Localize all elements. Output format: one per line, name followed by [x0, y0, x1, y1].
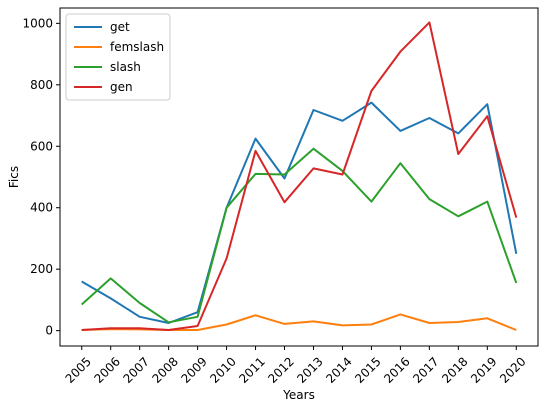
- x-tick-label: 2020: [497, 354, 528, 385]
- x-tick-label: 2018: [439, 354, 470, 385]
- y-axis-label: Fics: [7, 166, 21, 188]
- y-tick-label: 800: [30, 78, 53, 92]
- x-tick-label: 2016: [381, 354, 412, 385]
- x-tick-label: 2010: [207, 354, 238, 385]
- plot-lines: [81, 21, 518, 331]
- y-tick-label: 400: [30, 201, 53, 215]
- legend: get femslash slash gen: [65, 13, 171, 101]
- y-tick-label: 200: [30, 262, 53, 276]
- series-line-gen: [81, 21, 518, 331]
- x-tick-label: 2017: [410, 354, 441, 385]
- x-axis: 2005200620072008200920102011201220132014…: [63, 346, 529, 386]
- x-tick-label: 2014: [323, 354, 354, 385]
- series-line-get: [81, 101, 518, 324]
- x-tick-label: 2005: [63, 354, 94, 385]
- x-tick-label: 2008: [149, 354, 180, 385]
- legend-label-gen: gen: [110, 80, 133, 94]
- y-tick-label: 1000: [22, 16, 53, 30]
- x-tick-label: 2011: [236, 354, 267, 385]
- x-tick-label: 2012: [265, 354, 296, 385]
- plot-frame: [59, 7, 539, 347]
- legend-label-get: get: [110, 20, 130, 34]
- x-tick-label: 2006: [92, 354, 123, 385]
- y-tick-label: 0: [45, 324, 53, 338]
- legend-box: [65, 13, 171, 101]
- x-axis-label: Years: [282, 388, 315, 402]
- x-tick-label: 2019: [468, 354, 499, 385]
- x-tick-label: 2009: [178, 354, 209, 385]
- legend-label-femslash: femslash: [110, 40, 164, 54]
- x-tick-label: 2007: [121, 354, 152, 385]
- y-axis: 0 200 400 600 800 1000: [22, 16, 60, 338]
- x-tick-label: 2013: [294, 354, 325, 385]
- y-tick-label: 600: [30, 139, 53, 153]
- series-line-slash: [81, 147, 518, 324]
- x-tick-label: 2015: [352, 354, 383, 385]
- legend-label-slash: slash: [110, 60, 141, 74]
